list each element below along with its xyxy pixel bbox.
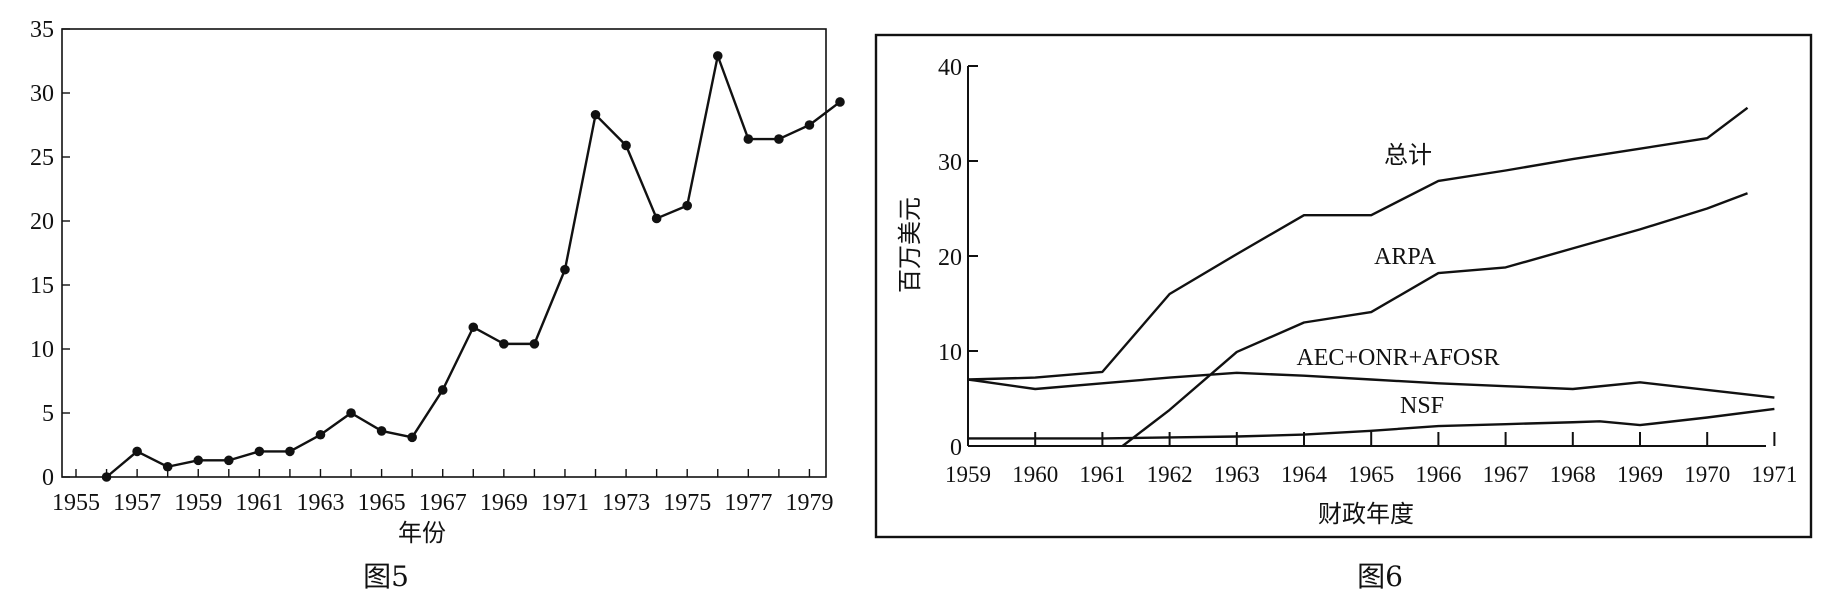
chart-6-x-tick-label: 1961 <box>1079 462 1125 487</box>
chart-6-series-arpa <box>1121 192 1748 447</box>
chart-5-x-axis: 1955 1957 1959 1961 1963 1965 1967 1969 1971 1973… <box>52 469 833 516</box>
chart-6-x-tick-label: 1969 <box>1617 462 1663 487</box>
chart-5-y-tick-label: 0 <box>42 465 54 491</box>
chart-6-caption: 图6 <box>1357 560 1403 593</box>
chart-5-data-point <box>682 200 692 211</box>
chart-5-y-tick-label: 25 <box>30 145 54 171</box>
chart-5-data-point <box>285 446 295 457</box>
chart-5-x-tick-label: 1969 <box>480 490 528 516</box>
chart-6-x-axis: 1959 1960 1961 1962 1963 1964 1965 1966 1967 1968… <box>945 432 1797 487</box>
chart-5-x-tick-label: 1979 <box>785 490 833 516</box>
series-label-nsf: NSF <box>1400 393 1444 419</box>
chart-5-x-tick-label: 1961 <box>235 490 283 516</box>
chart-5-x-tick-label: 1959 <box>174 490 222 516</box>
chart-5-x-tick-label: 1963 <box>296 490 344 516</box>
chart-6-x-tick-label: 1965 <box>1348 462 1394 487</box>
series-label-aec-onr-afosr: AEC+ONR+AFOSR <box>1296 345 1499 371</box>
chart-6-x-tick-label: 1963 <box>1214 462 1260 487</box>
chart-6-x-tick-label: 1962 <box>1147 462 1193 487</box>
chart-5-x-tick-label: 1967 <box>419 490 467 516</box>
chart-6-y-tick-label: 20 <box>938 245 962 271</box>
chart-5-plot-frame <box>61 28 827 478</box>
chart-6-y-tick-label: 0 <box>950 435 962 461</box>
series-label-total: 总计 <box>1384 141 1432 169</box>
chart-6-x-tick-label: 1970 <box>1684 462 1730 487</box>
chart-5-data-point <box>712 51 723 61</box>
chart-5-data-point <box>162 461 173 472</box>
chart-5-data-point <box>254 446 265 457</box>
chart-5-x-tick-label: 1977 <box>724 490 772 516</box>
chart-6-series-nsf <box>968 407 1775 440</box>
chart-5-y-tick-label: 10 <box>30 337 54 363</box>
chart-5-data-point <box>529 339 540 349</box>
chart-6-outer-frame <box>874 33 1813 539</box>
chart-5-y-axis: 0 5 10 15 20 25 30 35 <box>30 17 70 491</box>
chart-5-y-tick-label: 20 <box>30 209 54 235</box>
chart-6-x-tick-label: 1966 <box>1415 462 1461 487</box>
chart-5-data-point <box>590 109 601 120</box>
chart-6-x-tick-label: 1968 <box>1550 462 1596 487</box>
chart-5-x-tick-label: 1955 <box>52 490 100 516</box>
chart-5-x-axis-label: 年份 <box>398 519 446 547</box>
chart-5-x-tick-label: 1971 <box>541 490 589 516</box>
chart-5-x-tick-label: 1957 <box>113 490 161 516</box>
chart-5-data-point <box>560 264 570 275</box>
chart-5-data-point <box>621 140 631 151</box>
chart-6-y-axis: 0 10 20 30 40 <box>938 55 978 461</box>
chart-5-points <box>101 51 845 482</box>
chart-6-y-axis-label: 百万美元 <box>896 197 924 293</box>
chart-5-caption: 图5 <box>363 560 409 593</box>
chart-6-y-tick-label: 30 <box>938 150 962 176</box>
chart-5-data-point <box>468 322 479 333</box>
chart-5-data-point <box>193 455 204 466</box>
chart-6-x-axis-label: 财政年度 <box>1318 500 1414 528</box>
chart-5-data-point <box>835 97 845 107</box>
chart-5-data-point <box>407 432 417 443</box>
chart-5-data-point <box>651 213 662 224</box>
chart-5-data-point <box>376 426 387 436</box>
chart-5-data-point <box>743 134 754 144</box>
chart-5-y-tick-label: 15 <box>30 273 54 299</box>
chart-6-series-aec-onr-afosr <box>967 371 1775 399</box>
chart-6-series-lines <box>967 106 1775 447</box>
chart-6-x-tick-label: 1967 <box>1483 462 1529 487</box>
chart-5-data-point <box>101 472 112 482</box>
chart-5-data-point <box>437 385 448 395</box>
chart-5-data-point <box>224 455 234 466</box>
chart-5-x-tick-label: 1965 <box>358 490 406 516</box>
chart-5-y-tick-label: 5 <box>42 401 54 427</box>
chart-5-x-tick-label: 1975 <box>663 490 711 516</box>
chart-5-data-point <box>804 120 815 130</box>
chart-5-y-tick-label: 30 <box>30 81 54 107</box>
chart-5-data-point <box>499 339 509 349</box>
chart-5-y-tick-label: 35 <box>30 17 54 43</box>
chart-6-x-tick-label: 1971 <box>1751 462 1797 487</box>
chart-5-series-line <box>105 54 841 478</box>
chart-6-x-tick-label: 1964 <box>1281 462 1328 487</box>
chart-6-series-total <box>967 106 1749 381</box>
chart-6-y-tick-label: 40 <box>938 55 962 81</box>
chart-5-data-point <box>346 408 356 418</box>
chart-6-y-tick-label: 10 <box>938 340 962 366</box>
chart-6-x-tick-label: 1960 <box>1012 462 1058 487</box>
chart-5-data-point <box>315 429 326 440</box>
chart-5-x-tick-label: 1973 <box>602 490 650 516</box>
series-label-arpa: ARPA <box>1374 244 1436 270</box>
chart-5-data-point <box>774 134 784 144</box>
chart-5-data-point <box>132 446 142 457</box>
chart-6-x-tick-label: 1959 <box>945 462 991 487</box>
